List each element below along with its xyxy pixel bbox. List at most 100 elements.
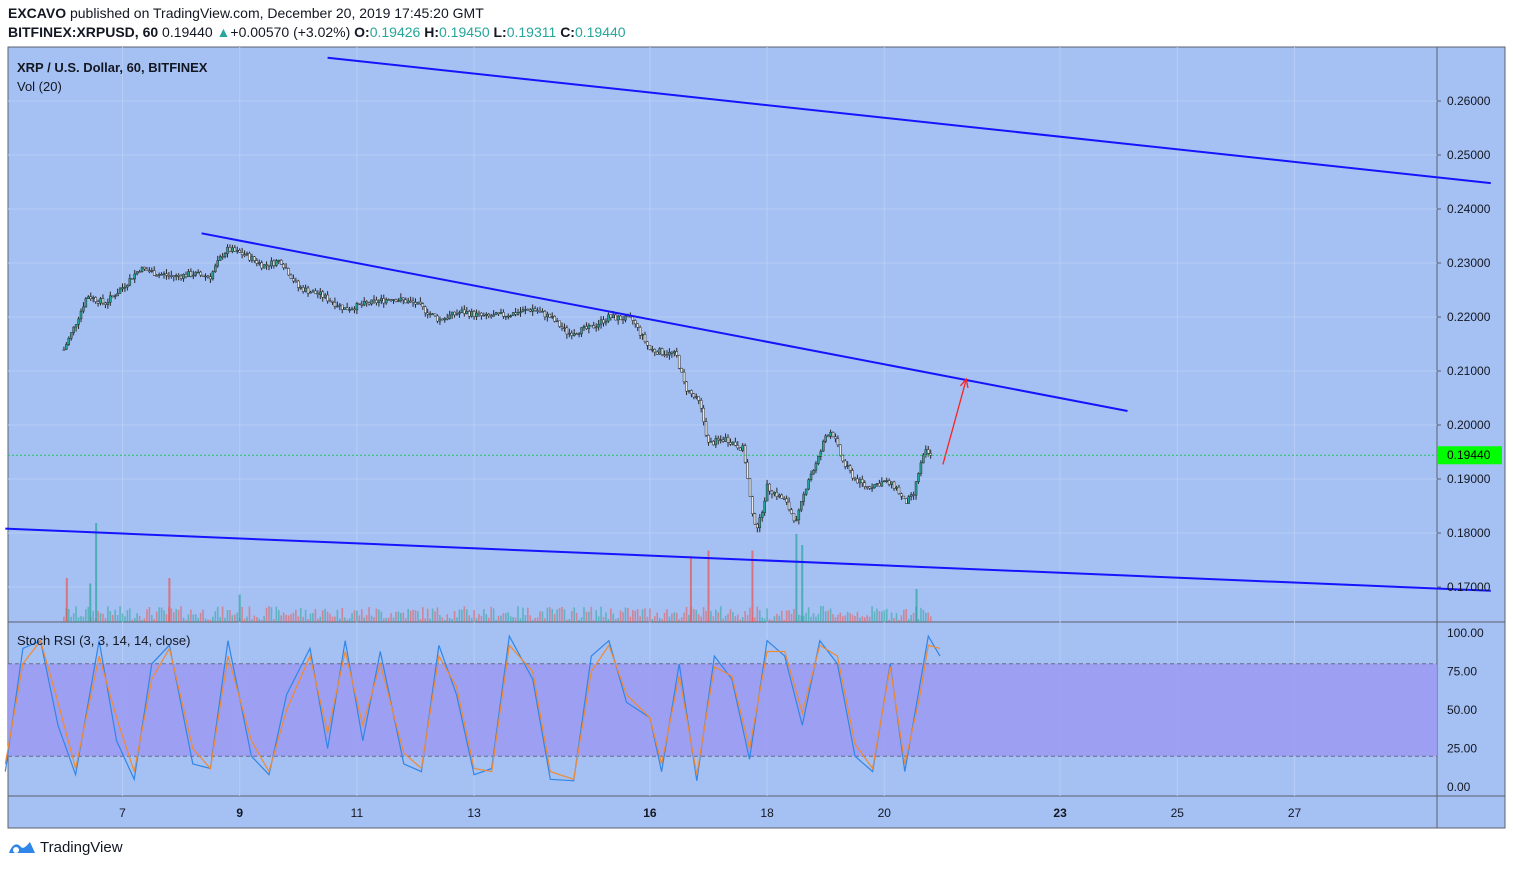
candle-body: [509, 315, 512, 317]
candle-body: [389, 299, 393, 302]
candle-body: [192, 274, 195, 277]
volume-bar: [483, 609, 485, 622]
volume-bar: [485, 614, 488, 622]
candle-body: [680, 368, 683, 373]
volume-bar: [600, 606, 602, 622]
volume-bar: [231, 615, 234, 622]
volume-bar: [841, 616, 844, 622]
candle-body: [231, 247, 234, 252]
candle-body: [336, 305, 339, 308]
candle-body: [736, 445, 740, 449]
candle-body: [699, 400, 703, 409]
volume-bar: [639, 616, 641, 622]
candle-body: [77, 318, 80, 325]
volume-bar: [248, 606, 251, 622]
candle-body: [929, 453, 932, 456]
volume-bar: [263, 615, 265, 622]
volume-bar: [534, 617, 536, 622]
candle-body: [619, 315, 622, 320]
volume-bar: [138, 615, 141, 622]
candle-body: [604, 320, 608, 324]
volume-bar: [412, 609, 414, 622]
candle-body: [294, 280, 298, 283]
candle-body: [279, 260, 283, 265]
volume-bar: [387, 617, 390, 622]
candle-body: [560, 326, 564, 329]
volume-bar: [502, 613, 505, 622]
volume-bar: [666, 609, 668, 622]
candle-body: [306, 287, 310, 294]
volume-bar: [873, 611, 876, 622]
trendline-upper-channel[interactable]: [327, 56, 1491, 185]
volume-bar: [507, 612, 510, 622]
candle-body: [323, 294, 327, 298]
volume-bar: [917, 619, 920, 622]
candle-body: [748, 478, 752, 497]
volume-bar: [614, 619, 617, 622]
volume-bar: [314, 608, 317, 622]
candle-body: [297, 280, 300, 288]
candle-body: [922, 454, 925, 464]
candle-body: [646, 341, 649, 346]
candle-body: [785, 498, 788, 503]
candle-body: [145, 268, 149, 271]
volume-bar: [116, 614, 119, 622]
candle-body: [668, 351, 671, 356]
candle-body: [690, 390, 693, 394]
candle-body: [265, 264, 268, 266]
candle-body: [675, 351, 679, 356]
volume-bar: [610, 608, 612, 622]
candle-body: [182, 273, 185, 279]
candle-body: [616, 315, 620, 321]
volume-bar: [107, 606, 109, 622]
volume-bar: [197, 617, 199, 622]
candle-body: [433, 313, 437, 317]
volume-bar: [273, 619, 275, 622]
candle-body: [480, 312, 483, 316]
volume-bar: [414, 610, 417, 622]
candle-body: [236, 249, 239, 252]
volume-bar: [275, 606, 278, 622]
candle-body: [360, 304, 364, 306]
volume-bar: [675, 612, 678, 622]
candle-body: [455, 313, 459, 316]
candle-body: [492, 314, 495, 317]
candle-body: [572, 333, 576, 336]
candle-body: [109, 295, 112, 303]
candle-body: [101, 298, 105, 304]
trendline-descending-resistance[interactable]: [201, 232, 1128, 412]
candle-body: [507, 315, 510, 318]
volume-bar: [749, 607, 751, 622]
volume-bar: [319, 616, 322, 622]
volume-bar: [356, 610, 358, 622]
volume-bar: [121, 613, 124, 622]
tradingview-footer[interactable]: TradingView: [8, 838, 123, 856]
stoch-rsi-band: [8, 663, 1437, 757]
volume-bar: [131, 619, 134, 622]
forecast-arrow[interactable]: [942, 378, 967, 465]
volume-bar: [854, 616, 856, 622]
volume-bar: [685, 606, 688, 622]
price-tick-label: 0.18000: [1447, 526, 1491, 540]
candle-body: [404, 299, 407, 304]
candle-body: [289, 274, 293, 279]
volume-bar: [487, 617, 490, 622]
candle-body: [707, 435, 710, 443]
volume-bar: [883, 610, 886, 622]
trendline-lower-channel[interactable]: [5, 527, 1491, 592]
candle-body: [887, 480, 891, 485]
volume-bar: [221, 606, 224, 622]
candle-body: [885, 480, 888, 482]
volume-bar: [898, 619, 900, 622]
candle-body: [165, 273, 168, 276]
volume-spike-bar: [168, 578, 171, 622]
volume-bar: [407, 608, 409, 622]
candle-body: [152, 270, 156, 276]
candle-body: [436, 315, 439, 322]
volume-bar: [859, 617, 861, 622]
volume-bar: [551, 608, 554, 622]
publish-info: EXCAVO published on TradingView.com, Dec…: [8, 5, 484, 21]
volume-bar: [907, 619, 910, 622]
volume-bar: [500, 615, 502, 622]
